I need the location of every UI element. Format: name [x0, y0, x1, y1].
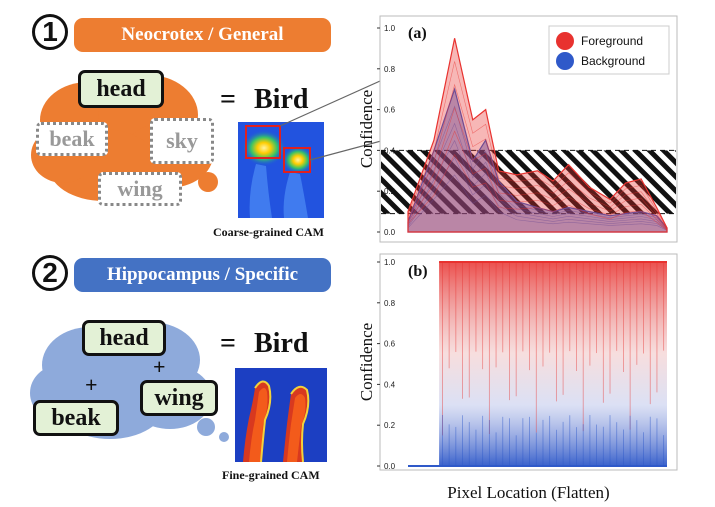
- section2-plus-1: +: [153, 354, 166, 379]
- background-strand-a: [407, 139, 668, 230]
- section2-tag-head: head: [82, 320, 166, 356]
- section2-number-badge: 2: [32, 255, 68, 291]
- foreground-strand-a: [407, 130, 668, 231]
- y-tick-label-2: 0.2: [384, 421, 396, 430]
- y-tick-label-2: 0.4: [384, 380, 396, 389]
- coarse-cam-caption: Coarse-grained CAM: [213, 225, 324, 239]
- foreground-strand-a: [407, 61, 668, 229]
- section2-tag-beak: beak: [33, 400, 119, 436]
- foreground-area-a: [407, 38, 668, 233]
- section1-tag-beak: beak: [36, 122, 108, 156]
- panel-label-1: (a): [408, 25, 427, 42]
- x-axis-label: Pixel Location (Flatten): [447, 483, 609, 502]
- y-axis-label-2: Confidence: [357, 323, 376, 401]
- fine-cam-caption: Fine-grained CAM: [222, 468, 320, 482]
- background-strand-a: [407, 105, 668, 229]
- foreground-legend-label: Foreground: [581, 34, 643, 48]
- section2-plus-2: +: [85, 372, 98, 397]
- section2-result-bird: Bird: [254, 328, 309, 359]
- section1-title-banner: Neocrotex / General: [74, 18, 331, 52]
- background-legend-label: Background: [581, 54, 645, 68]
- section1-result-bird: Bird: [254, 84, 309, 115]
- section1-tag-head: head: [78, 70, 164, 108]
- section1-tag-sky: sky: [150, 118, 214, 164]
- foreground-strand-a: [407, 107, 668, 230]
- section1-equals: =: [220, 84, 236, 115]
- section1-number-badge: 1: [32, 14, 68, 50]
- y-tick-label-2: 0.8: [384, 299, 396, 308]
- y-tick-label-2: 1.0: [384, 258, 396, 267]
- y-tick-label-2: 0.0: [384, 462, 396, 471]
- section2-equals: =: [220, 328, 236, 359]
- coarse-cam-image: [238, 122, 324, 218]
- y-tick-label-1: 0.8: [384, 65, 396, 74]
- background-strand-a: [407, 174, 668, 231]
- y-tick-label-1: 0.6: [384, 106, 396, 115]
- section1-tag-wing: wing: [98, 172, 182, 206]
- y-tick-label-2: 0.6: [384, 340, 396, 349]
- foreground-legend-marker: [556, 32, 574, 50]
- foreground-background-mesh-b: [439, 262, 667, 466]
- foreground-strand-a: [407, 83, 668, 230]
- foreground-strand-a: [407, 153, 668, 231]
- confidence-charts: 0.0 0.2 0.4 0.6 0.8 1.0 Confidence (a) Foregroun…: [357, 15, 678, 502]
- section2-title-banner: Hippocampus / Specific: [74, 258, 331, 292]
- section2-tag-wing: wing: [140, 380, 218, 416]
- background-strand-a: [407, 157, 668, 231]
- y-axis-label-1: Confidence: [357, 90, 376, 168]
- y-tick-label-1: 0.0: [384, 228, 396, 237]
- y-tick-label-1: 1.0: [384, 24, 396, 33]
- background-strand-a: [407, 122, 668, 230]
- background-legend-marker: [556, 52, 574, 70]
- panel-label-2: (b): [408, 263, 428, 280]
- fine-cam-image: [235, 368, 327, 462]
